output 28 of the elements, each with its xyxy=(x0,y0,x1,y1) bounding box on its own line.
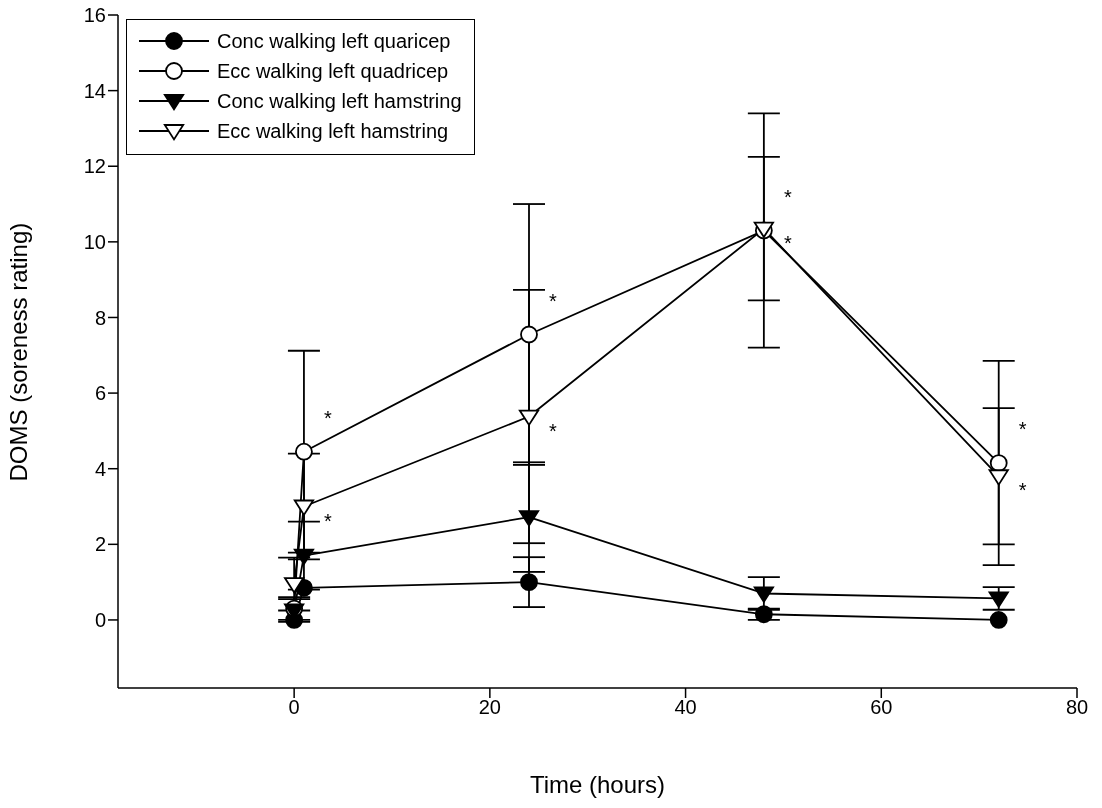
y-tick-label: 4 xyxy=(94,457,106,480)
y-axis-title: DOMS (soreness rating) xyxy=(4,222,32,482)
annotation: * xyxy=(324,509,333,532)
x-tick-label: 0 xyxy=(288,696,300,719)
y-tick-label: 12 xyxy=(83,155,106,178)
y-tick-label: 2 xyxy=(94,533,106,556)
legend-label: Conc walking left hamstring xyxy=(217,89,462,113)
y-tick-label: 8 xyxy=(94,306,106,329)
legend-label: Ecc walking left quadricep xyxy=(217,59,449,83)
y-tick-label: 14 xyxy=(83,79,106,102)
x-tick-label: 80 xyxy=(1065,696,1089,719)
annotation: * xyxy=(324,406,333,429)
y-tick-label: 0 xyxy=(94,609,106,632)
y-tick-label: 16 xyxy=(83,4,106,27)
x-axis-title: Time (hours) xyxy=(529,771,666,798)
annotation: * xyxy=(1018,418,1027,441)
annotation: * xyxy=(1018,479,1027,502)
annotation: * xyxy=(549,289,558,312)
annotation: * xyxy=(549,419,558,442)
annotation: * xyxy=(783,231,792,254)
annotation: * xyxy=(783,185,792,208)
legend-label: Conc walking left quaricep xyxy=(217,29,451,53)
legend-label: Ecc walking left hamstring xyxy=(217,119,449,143)
x-tick-label: 40 xyxy=(674,696,697,719)
y-tick-label: 10 xyxy=(83,230,106,253)
x-tick-label: 20 xyxy=(478,696,501,719)
x-tick-label: 60 xyxy=(870,696,893,719)
y-tick-label: 6 xyxy=(94,382,106,405)
